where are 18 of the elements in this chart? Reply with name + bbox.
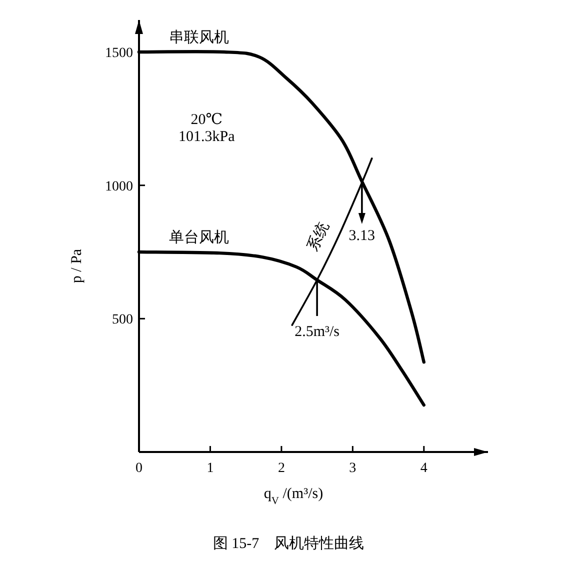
y-tick: 500 — [112, 312, 133, 328]
x-tick: 1 — [206, 461, 214, 476]
title: 图 15-7 风机特性曲线 — [212, 536, 364, 552]
series-label: 单台风机 — [169, 230, 229, 246]
ylabel: p / Pa — [69, 248, 85, 284]
x-tick: 2 — [278, 461, 285, 476]
annotation: 20℃ — [190, 112, 223, 128]
x-tick: 3 — [349, 461, 356, 476]
annotation: 2.5m³/s — [294, 324, 340, 340]
xlabel: q$_{V}$ /(m³/s) — [264, 486, 324, 506]
series-label: 串联风机 — [169, 30, 229, 46]
y-tick: 1500 — [105, 46, 133, 61]
y-tick: 1000 — [105, 179, 133, 194]
annotation: 3.13 — [348, 228, 376, 244]
series-label: 系统 — [305, 220, 332, 254]
x-tick: 4 — [420, 461, 428, 476]
x-tick: 0 — [136, 461, 142, 476]
annotation: 101.3kPa — [178, 129, 235, 145]
